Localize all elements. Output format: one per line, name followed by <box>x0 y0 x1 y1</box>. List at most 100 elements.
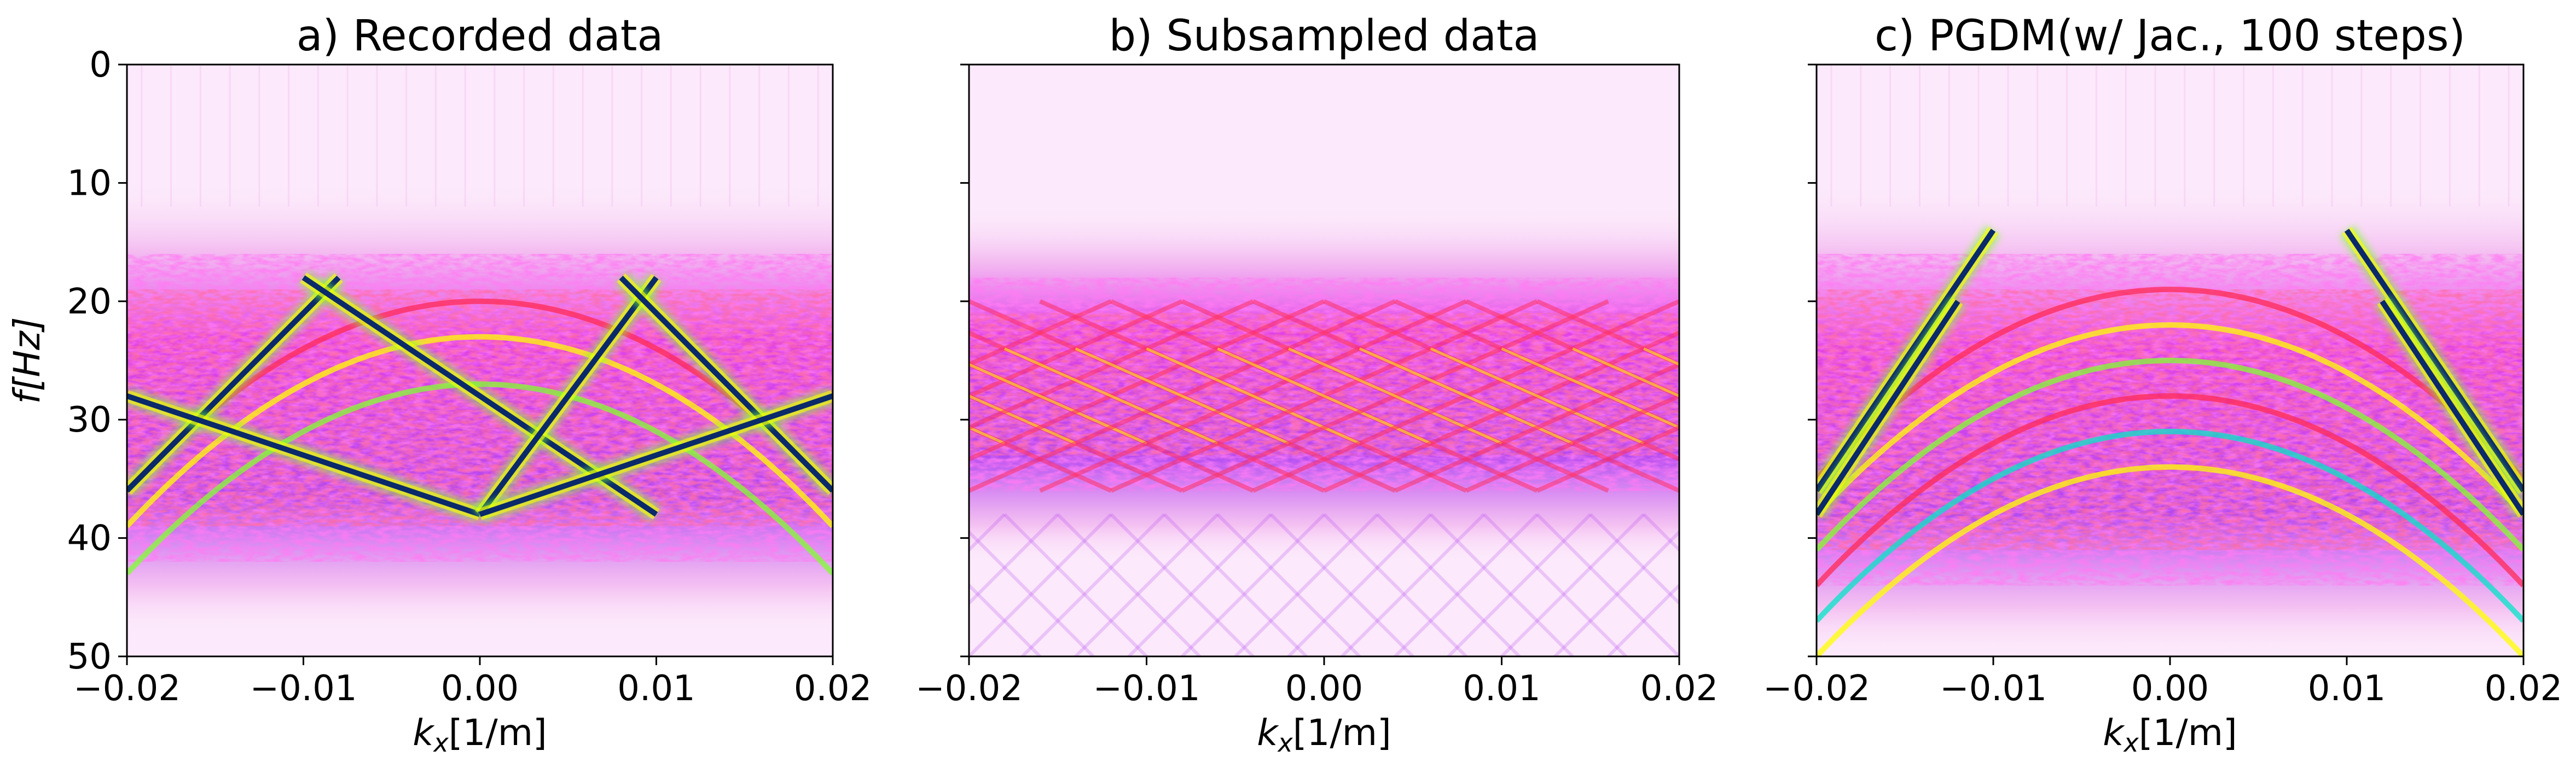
alias-line <box>1536 513 1679 656</box>
alias-line <box>1465 299 1679 399</box>
x-tick-label: 0.00 <box>1285 668 1364 709</box>
alias-line <box>969 394 1076 445</box>
alias-line <box>1217 347 1431 445</box>
alias-line <box>1429 513 1574 656</box>
alias-line <box>1642 513 1679 552</box>
alias-line <box>1074 513 1219 656</box>
alias-line <box>1536 299 1679 367</box>
x-tick-label: −0.02 <box>915 668 1023 709</box>
curved-events <box>127 270 833 575</box>
alias-line <box>969 513 1112 656</box>
x-ticks-c: −0.02 −0.01 0.00 0.01 0.02 <box>1763 656 2562 709</box>
alias-line <box>969 513 1006 552</box>
x-tick-label: 0.00 <box>2131 668 2209 709</box>
alias-line <box>969 530 1095 656</box>
panel-pgdm: c) PGDM(w/ Jac., 100 steps) −0.02 −0.01 0.… <box>1763 11 2562 758</box>
event-line <box>619 275 833 493</box>
noise-texture-red <box>127 289 833 526</box>
alias-line <box>1536 425 1679 493</box>
curve-event <box>1817 358 2523 552</box>
x-tick-label: 0.02 <box>2485 668 2563 709</box>
alias-line <box>1553 530 1679 656</box>
y-axis-label: f[Hz] <box>6 317 48 404</box>
alias-line <box>1057 513 1201 656</box>
x-tick-label: 0.00 <box>441 668 519 709</box>
alias-line <box>1234 513 1379 656</box>
aliasing-pattern <box>969 299 1679 656</box>
alias-line <box>1003 347 1219 445</box>
alias-line <box>1430 347 1645 445</box>
event-line <box>2380 300 2523 516</box>
curve-event <box>1817 393 2523 587</box>
heatmap-recorded <box>127 65 833 656</box>
event-line <box>1817 229 1996 492</box>
y-tick-label: 20 <box>67 282 112 322</box>
y-tick-label: 50 <box>67 637 112 677</box>
panel-title-a: a) Recorded data <box>297 11 664 61</box>
alias-line <box>969 513 1059 606</box>
x-ticks-a: −0.02 −0.01 0.00 0.01 0.02 <box>73 656 872 709</box>
x-axis-label-b: kx[1/m] <box>1257 712 1391 758</box>
alias-line <box>1216 513 1361 656</box>
x-tick-label: 0.01 <box>1463 668 1541 709</box>
alias-line <box>969 425 1112 493</box>
alias-line <box>969 583 1041 656</box>
alias-line <box>1287 513 1432 656</box>
alias-line <box>1500 513 1645 656</box>
event-line <box>127 393 481 517</box>
y-tick-label: 0 <box>89 45 112 85</box>
x-tick-label: 0.01 <box>2308 668 2386 709</box>
heatmap-subsampled <box>969 65 1679 656</box>
x-axis-label-c: kx[1/m] <box>2103 712 2237 758</box>
event-line <box>2344 229 2523 492</box>
alias-line <box>1482 513 1627 656</box>
x-axis-label-a: kx[1/m] <box>413 712 547 758</box>
alias-line <box>1003 513 1148 656</box>
alias-line <box>1394 513 1539 656</box>
alias-line <box>969 299 1183 399</box>
alias-line <box>1359 347 1574 445</box>
alias-line <box>1181 513 1326 656</box>
alias-line <box>1075 347 1290 445</box>
alias-line <box>1146 347 1360 445</box>
x-tick-label: 0.01 <box>617 668 695 709</box>
alias-line <box>1110 513 1255 656</box>
panel-subsampled-data: b) Subsampled data −0.02 −0.01 0.00 0.01 0.0… <box>915 11 1718 758</box>
curve-event <box>1817 428 2523 623</box>
x-tick-label: −0.02 <box>1763 668 1870 709</box>
alias-line <box>1465 393 1679 493</box>
x-tick-label: −0.01 <box>250 668 357 709</box>
x-tick-label: −0.01 <box>1093 668 1200 709</box>
alias-line <box>1447 513 1592 656</box>
y-tick-label: 10 <box>67 163 112 203</box>
curve-event <box>1817 287 2523 481</box>
alias-line <box>1127 513 1272 656</box>
alias-line <box>1572 347 1679 398</box>
curve-event <box>127 381 833 575</box>
panel-recorded-data: a) Recorded data −0.02 −0.01 0.00 0.01 0.02 … <box>6 11 872 758</box>
y-ticks-b <box>960 63 969 658</box>
x-tick-label: −0.01 <box>1940 668 2047 709</box>
alias-line <box>969 299 1112 367</box>
alias-line <box>1376 513 1521 656</box>
curve-event <box>1817 322 2523 516</box>
alias-line <box>969 393 1183 493</box>
curved-events <box>1817 225 2523 656</box>
alias-line <box>1322 513 1467 656</box>
panel-title-c: c) PGDM(w/ Jac., 100 steps) <box>1875 11 2465 61</box>
alias-line <box>1288 347 1502 445</box>
y-tick-label: 40 <box>67 519 112 559</box>
x-tick-label: 0.02 <box>794 668 872 709</box>
x-ticks-b: −0.02 −0.01 0.00 0.01 0.02 <box>915 656 1718 709</box>
event-line <box>477 276 659 516</box>
y-tick-label: 30 <box>67 400 112 440</box>
curve-event <box>1817 464 2523 656</box>
y-ticks-a: 0 10 20 30 40 50 <box>67 45 127 677</box>
alias-line <box>1589 513 1679 606</box>
alias-line <box>1021 513 1166 656</box>
heatmap-pgdm <box>1817 65 2523 656</box>
panel-title-b: b) Subsampled data <box>1109 11 1540 61</box>
x-tick-label: −0.02 <box>73 668 181 709</box>
y-ticks-c <box>1808 63 1817 658</box>
